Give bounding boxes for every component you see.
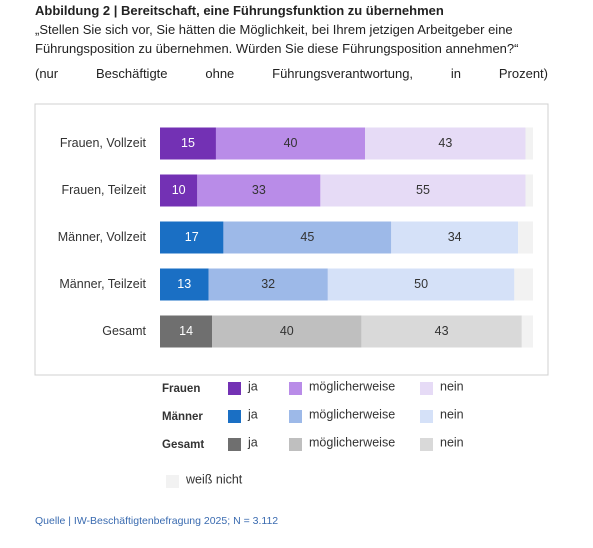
legend-group: Männer	[162, 411, 203, 423]
plot-frame	[34, 103, 549, 376]
legend-label: möglicherweise	[309, 379, 395, 393]
legend-swatch	[420, 382, 433, 395]
bar-segment	[160, 315, 213, 348]
bar-segment	[327, 268, 515, 301]
legend-swatch	[166, 475, 179, 488]
bar-segment	[365, 127, 526, 160]
value-label: 50	[414, 277, 428, 291]
value-label: 13	[177, 277, 191, 291]
bar-segment	[160, 221, 224, 254]
legend-swatch	[289, 438, 302, 451]
legend-label: möglicherweise	[309, 435, 395, 449]
legend-label: ja	[247, 435, 258, 449]
value-label: 40	[280, 324, 294, 338]
bar-segment	[361, 315, 522, 348]
legend-swatch	[228, 382, 241, 395]
legend-label: nein	[440, 435, 464, 449]
legend-label: nein	[440, 379, 464, 393]
category-label: Gesamt	[102, 324, 146, 338]
value-label: 55	[416, 183, 430, 197]
value-label: 32	[261, 277, 275, 291]
bar-segment	[215, 127, 366, 160]
legend-group: Frauen	[162, 383, 200, 395]
bar-segment	[197, 174, 321, 207]
legend-group: Gesamt	[162, 439, 204, 451]
legend-swatch	[228, 438, 241, 451]
value-label: 40	[284, 136, 298, 150]
bar-segment	[514, 268, 533, 301]
value-label: 10	[172, 183, 186, 197]
legend-label: nein	[440, 407, 464, 421]
bar-segment	[160, 268, 209, 301]
legend-swatch	[420, 410, 433, 423]
category-label: Frauen, Vollzeit	[60, 136, 147, 150]
chart: Frauen, Vollzeit 15 40 43 Frauen, Teilzeit 10…	[34, 103, 549, 488]
legend-swatch	[420, 438, 433, 451]
bar-segment	[223, 221, 392, 254]
bar-segment	[521, 315, 533, 348]
bar-segment	[391, 221, 519, 254]
legend-swatch	[228, 410, 241, 423]
question: „Stellen Sie sich vor, Sie hätten die Mö…	[35, 22, 519, 56]
value-label: 17	[185, 230, 199, 244]
legend-label: ja	[247, 379, 258, 393]
bar-segment	[208, 268, 328, 301]
bar-segment	[518, 221, 533, 254]
bar-segment	[320, 174, 526, 207]
note: (nur Beschäftigte ohne Führungsverantwor…	[35, 66, 548, 81]
value-label: 15	[181, 136, 195, 150]
legend-swatch	[289, 382, 302, 395]
value-label: 34	[448, 230, 462, 244]
value-label: 43	[438, 136, 452, 150]
value-label: 33	[252, 183, 266, 197]
bar-segment	[160, 174, 198, 207]
bar-segment	[525, 127, 533, 160]
legend-label: ja	[247, 407, 258, 421]
value-label: 45	[300, 230, 314, 244]
bar-segment	[525, 174, 533, 207]
category-label: Frauen, Teilzeit	[61, 183, 146, 197]
legend-label: weiß nicht	[185, 472, 243, 486]
category-label: Männer, Teilzeit	[59, 277, 146, 291]
source: Quelle | IW-Beschäftigtenbefragung 2025;…	[35, 515, 279, 527]
bar-segment	[160, 127, 216, 160]
value-label: 43	[435, 324, 449, 338]
title: Abbildung 2 | Bereitschaft, eine Führung…	[35, 3, 444, 18]
value-label: 14	[179, 324, 193, 338]
bar-segment	[212, 315, 362, 348]
category-label: Männer, Vollzeit	[58, 230, 147, 244]
legend-swatch	[289, 410, 302, 423]
legend-label: möglicherweise	[309, 407, 395, 421]
